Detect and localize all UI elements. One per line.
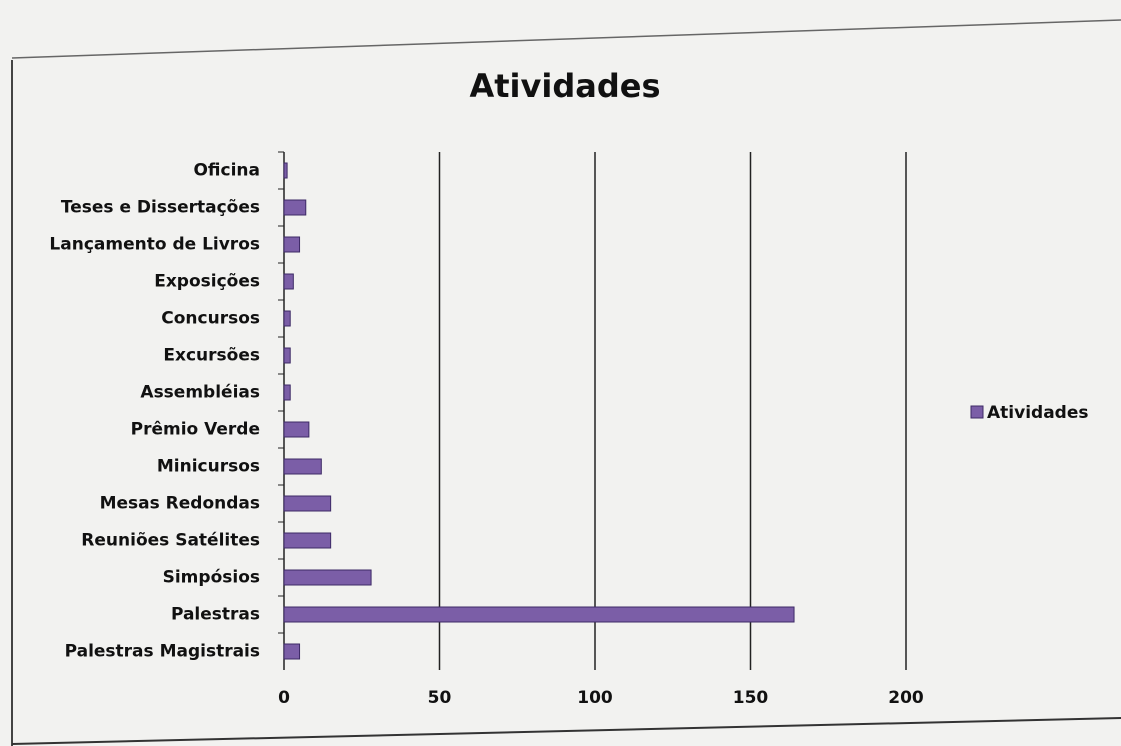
y-tick-label: Exposições [154, 272, 260, 292]
bar [283, 236, 301, 253]
bar [283, 273, 294, 290]
bar [283, 199, 307, 216]
y-tick-label: Teses e Dissertações [61, 198, 260, 218]
bar [283, 458, 322, 475]
y-tick-label: Concursos [161, 309, 260, 329]
frame [11, 717, 1121, 745]
legend-label: Atividades [987, 403, 1088, 423]
bar [283, 162, 288, 179]
bar [283, 532, 332, 549]
bar [283, 347, 291, 364]
x-tick-label: 0 [278, 688, 290, 708]
y-tick-label: Lançamento de Livros [49, 235, 260, 255]
chart-title: Atividades [469, 67, 660, 105]
x-tick-label: 200 [888, 688, 924, 708]
y-tick-label: Assembléias [140, 383, 260, 403]
y-tick-label: Palestras [171, 605, 260, 625]
y-tick-label: Reuniões Satélites [81, 531, 260, 551]
y-tick-label: Excursões [163, 346, 260, 366]
bar [283, 643, 301, 660]
bar [283, 606, 795, 623]
y-tick-label: Mesas Redondas [100, 494, 260, 514]
legend-swatch [970, 405, 984, 419]
x-tick-label: 150 [733, 688, 769, 708]
y-tick-label: Prêmio Verde [131, 420, 260, 440]
bar [283, 384, 291, 401]
x-tick-label: 100 [577, 688, 613, 708]
bar [283, 495, 332, 512]
bar [283, 421, 310, 438]
bar [283, 569, 372, 586]
y-tick-label: Palestras Magistrais [65, 642, 260, 662]
frame [11, 19, 1121, 59]
y-tick-label: Minicursos [157, 457, 260, 477]
y-tick-label: Simpósios [163, 568, 260, 588]
y-tick-label: Oficina [193, 161, 260, 181]
bar [283, 310, 291, 327]
x-tick-label: 50 [428, 688, 452, 708]
